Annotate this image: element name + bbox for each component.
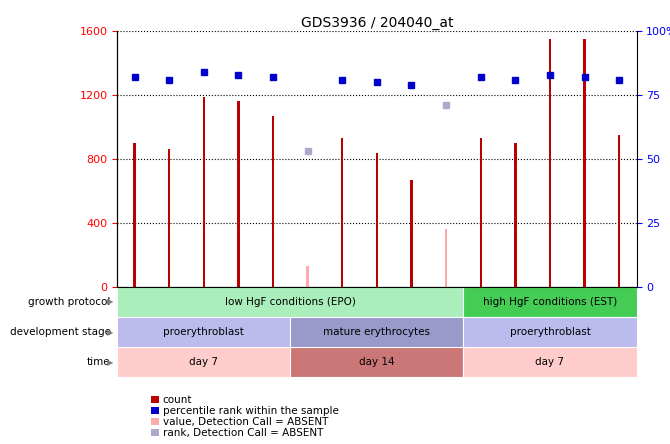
Text: high HgF conditions (EST): high HgF conditions (EST) <box>483 297 617 307</box>
Bar <box>290 317 464 347</box>
Bar <box>237 101 240 287</box>
Text: time: time <box>87 357 111 367</box>
Text: day 14: day 14 <box>359 357 395 367</box>
Text: low HgF conditions (EPO): low HgF conditions (EPO) <box>225 297 356 307</box>
Text: mature erythrocytes: mature erythrocytes <box>324 327 430 337</box>
Text: ▶: ▶ <box>107 297 114 306</box>
Text: development stage: development stage <box>9 327 111 337</box>
Text: day 7: day 7 <box>190 357 218 367</box>
Bar <box>480 138 482 287</box>
Bar <box>117 317 290 347</box>
Bar <box>618 135 620 287</box>
Bar <box>549 39 551 287</box>
Bar <box>306 266 309 287</box>
Text: proerythroblast: proerythroblast <box>509 327 590 337</box>
Text: percentile rank within the sample: percentile rank within the sample <box>163 406 338 416</box>
Title: GDS3936 / 204040_at: GDS3936 / 204040_at <box>301 16 453 30</box>
Bar <box>290 347 464 377</box>
Text: ▶: ▶ <box>107 358 114 367</box>
Text: rank, Detection Call = ABSENT: rank, Detection Call = ABSENT <box>163 428 323 438</box>
Text: growth protocol: growth protocol <box>28 297 111 307</box>
Bar <box>272 116 274 287</box>
Bar <box>464 287 636 317</box>
Bar <box>202 97 205 287</box>
Bar <box>117 287 464 317</box>
Bar <box>514 143 517 287</box>
Text: count: count <box>163 395 192 404</box>
Bar <box>341 138 344 287</box>
Text: value, Detection Call = ABSENT: value, Detection Call = ABSENT <box>163 417 328 427</box>
Bar <box>464 347 636 377</box>
Text: day 7: day 7 <box>535 357 564 367</box>
Bar <box>445 229 448 287</box>
Bar <box>376 153 378 287</box>
Bar <box>168 149 170 287</box>
Bar <box>584 39 586 287</box>
Bar <box>117 347 290 377</box>
Bar <box>464 317 636 347</box>
Bar <box>133 143 136 287</box>
Text: ▶: ▶ <box>107 328 114 337</box>
Text: proerythroblast: proerythroblast <box>163 327 245 337</box>
Bar <box>410 180 413 287</box>
